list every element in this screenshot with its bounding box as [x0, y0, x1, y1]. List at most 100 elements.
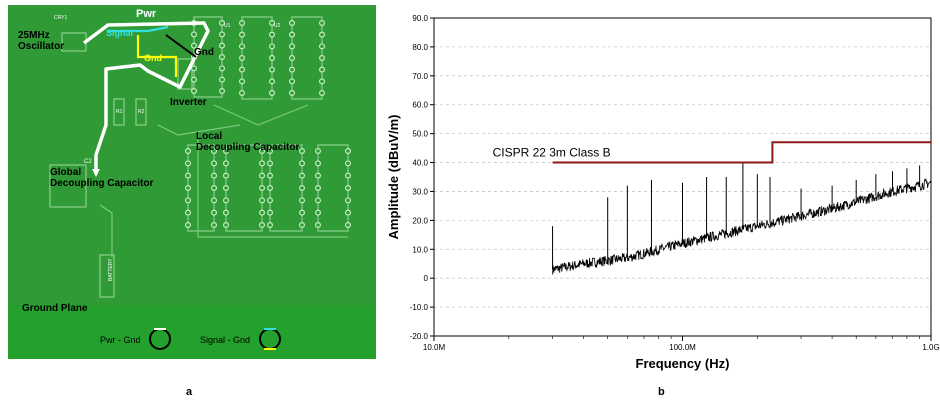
plot-frame	[433, 17, 932, 337]
pad	[211, 148, 218, 155]
pad	[319, 31, 326, 38]
pad	[319, 43, 326, 50]
pad	[219, 76, 226, 83]
x-tick-label: 100.0M	[669, 343, 696, 352]
pad	[259, 160, 266, 167]
pad	[259, 172, 266, 179]
pad	[259, 222, 266, 229]
pad	[267, 160, 274, 167]
pad	[259, 209, 266, 216]
pad	[223, 172, 230, 179]
pad	[299, 148, 306, 155]
y-gridlines	[430, 17, 931, 337]
y-tick-label: 60.0	[412, 101, 428, 110]
resistor-outline	[113, 98, 125, 126]
pad	[345, 172, 352, 179]
pad	[223, 185, 230, 192]
pad	[299, 209, 306, 216]
pad	[269, 20, 276, 27]
pad	[239, 54, 246, 61]
pad	[289, 20, 296, 27]
copper-trace	[197, 135, 348, 238]
pad	[219, 31, 226, 38]
legend-pwr-gnd-label: Pwr - Gnd	[100, 335, 141, 345]
pad	[223, 148, 230, 155]
battery-outline	[99, 254, 115, 298]
pad	[345, 148, 352, 155]
pad	[299, 160, 306, 167]
y-tick-label: 50.0	[412, 130, 428, 139]
pad	[267, 209, 274, 216]
pad	[219, 87, 226, 94]
silk-r1: R1	[116, 109, 123, 115]
pad	[191, 87, 198, 94]
pad	[259, 185, 266, 192]
pad	[191, 31, 198, 38]
pcb-photo: 25MHz Oscillator Pwr Signal Gnd Gnd Inver…	[8, 5, 376, 359]
global-decoupling-label: Global Decoupling Capacitor	[50, 167, 153, 189]
silk-cry1: CRY1	[54, 15, 67, 21]
pad	[267, 172, 274, 179]
pad	[239, 31, 246, 38]
pad	[211, 160, 218, 167]
pcb-bottom-strip	[8, 305, 376, 359]
silk-u2: U2	[274, 23, 281, 29]
pad	[239, 66, 246, 73]
pad	[289, 54, 296, 61]
pad	[185, 172, 192, 179]
pad	[185, 209, 192, 216]
pad	[345, 160, 352, 167]
y-tick-label: -10.0	[410, 303, 429, 312]
y-tick-label: 80.0	[412, 43, 428, 52]
y-tick-label: 10.0	[412, 245, 428, 254]
pad	[319, 66, 326, 73]
pad	[219, 65, 226, 72]
pad	[299, 172, 306, 179]
silk-battery: BATTERY	[108, 258, 114, 281]
signal-label: Signal	[106, 28, 133, 38]
pwr-label: Pwr	[136, 8, 157, 20]
pad	[259, 197, 266, 204]
y-axis-label: Amplitude (dBuV/m)	[386, 115, 401, 240]
ground-plane-label: Ground Plane	[22, 303, 88, 314]
pwr-trace	[82, 21, 210, 173]
silk-c2: C2	[84, 159, 92, 165]
x-axis-label: Frequency (Hz)	[636, 356, 730, 371]
pad	[185, 222, 192, 229]
x-tick-label: 10.0M	[423, 343, 446, 352]
panel-a-letter: a	[186, 386, 193, 398]
pad	[345, 222, 352, 229]
resistor-outline	[135, 98, 147, 126]
signal-trace	[108, 25, 169, 33]
pad	[267, 197, 274, 204]
pad	[223, 197, 230, 204]
pad	[269, 89, 276, 96]
pad	[289, 31, 296, 38]
y-tick-label: 20.0	[412, 216, 428, 225]
pad	[267, 222, 274, 229]
pad	[211, 197, 218, 204]
pad	[219, 20, 226, 27]
limit-line-label: CISPR 22 3m Class B	[493, 146, 611, 160]
pad	[219, 53, 226, 60]
y-tick-label: 90.0	[412, 14, 428, 23]
pad	[211, 222, 218, 229]
pad	[269, 78, 276, 85]
pad	[239, 43, 246, 50]
pad	[315, 185, 322, 192]
pad	[315, 197, 322, 204]
pad	[239, 20, 246, 27]
pad	[269, 66, 276, 73]
pad	[289, 78, 296, 85]
pad	[269, 54, 276, 61]
x-tick-label: 1.0G	[922, 343, 939, 352]
pad	[299, 197, 306, 204]
pad	[223, 222, 230, 229]
pad	[269, 43, 276, 50]
copper-trace	[99, 204, 113, 257]
series-layer	[552, 141, 932, 275]
pad	[289, 66, 296, 73]
pad	[299, 185, 306, 192]
pad	[269, 31, 276, 38]
pad	[259, 148, 266, 155]
